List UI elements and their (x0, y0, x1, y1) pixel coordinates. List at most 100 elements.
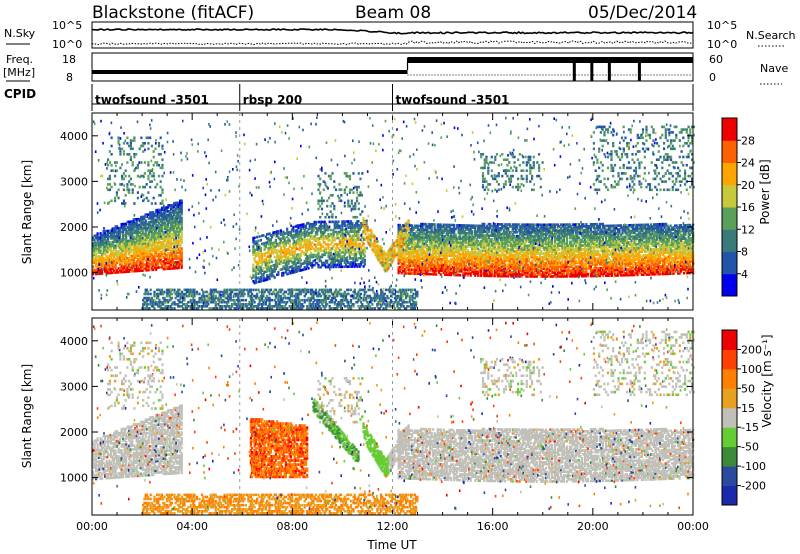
data-cell (616, 272, 620, 275)
data-cell (592, 268, 595, 272)
data-cell (604, 266, 608, 270)
data-cell (624, 226, 627, 229)
data-cell (613, 257, 617, 260)
data-cell (601, 259, 604, 262)
data-cell (432, 246, 435, 249)
data-cell (517, 242, 520, 246)
data-cell (595, 244, 598, 247)
data-cell (138, 248, 141, 251)
data-cell (571, 232, 574, 236)
data-cell (114, 248, 117, 251)
data-cell (606, 255, 609, 258)
data-cell (463, 272, 466, 275)
data-cell (105, 271, 108, 275)
data-cell (150, 228, 153, 231)
data-cell (108, 246, 111, 250)
data-cell (471, 251, 474, 254)
data-cell (474, 274, 477, 277)
data-cell (628, 260, 632, 263)
data-cell (589, 274, 592, 278)
data-cell (564, 227, 567, 230)
data-cell (417, 255, 420, 258)
data-cell (134, 229, 137, 233)
data-cell (140, 223, 143, 226)
data-cell (483, 270, 486, 274)
data-cell (622, 258, 626, 262)
data-cell (137, 269, 140, 273)
data-cell (628, 256, 632, 260)
data-cell (114, 240, 117, 244)
data-cell (580, 255, 583, 259)
data-cell (564, 242, 567, 246)
data-cell (153, 232, 156, 235)
data-cell (459, 249, 462, 252)
data-cell (523, 265, 526, 269)
data-cell (137, 254, 140, 257)
data-cell (111, 242, 114, 246)
data-cell (634, 237, 638, 240)
data-cell (606, 224, 609, 228)
data-cell (534, 265, 537, 269)
data-cell (170, 232, 173, 236)
data-cell (532, 254, 535, 257)
data-cell (550, 225, 553, 228)
data-cell (177, 224, 180, 228)
data-cell (547, 223, 550, 226)
data-cell (402, 256, 405, 260)
data-cell (601, 264, 604, 268)
data-cell (475, 257, 478, 260)
data-cell (586, 251, 589, 255)
data-cell (113, 236, 116, 240)
data-cell (444, 260, 447, 263)
data-cell (403, 270, 406, 273)
data-cell (426, 268, 429, 272)
data-cell (128, 239, 131, 243)
data-cell (138, 227, 141, 230)
data-cell (507, 267, 510, 270)
data-cell (577, 255, 580, 259)
data-cell (445, 227, 448, 231)
data-cell (164, 210, 167, 213)
data-cell (174, 255, 177, 258)
data-cell (149, 215, 152, 218)
data-cell (441, 254, 444, 257)
data-cell (529, 252, 532, 255)
data-cell (141, 252, 144, 255)
data-cell (436, 259, 439, 263)
data-cell (477, 270, 480, 274)
data-cell (403, 254, 406, 258)
data-cell (576, 246, 579, 249)
data-cell (429, 255, 432, 259)
data-cell (565, 223, 568, 226)
data-cell (526, 275, 529, 278)
data-cell (592, 255, 595, 259)
data-cell (125, 239, 128, 243)
data-cell (457, 235, 460, 239)
data-cell (433, 259, 436, 263)
data-cell (501, 259, 504, 263)
data-cell (417, 249, 420, 253)
data-cell (155, 247, 158, 250)
data-cell (438, 250, 441, 253)
data-cell (117, 251, 120, 255)
data-cell (490, 232, 493, 236)
data-cell (484, 251, 487, 255)
data-cell (585, 267, 588, 270)
data-cell (445, 263, 448, 267)
data-cell (474, 268, 477, 272)
data-cell (161, 231, 164, 235)
data-cell (607, 234, 611, 237)
data-cell (561, 246, 564, 249)
data-cell (141, 221, 144, 224)
data-cell (616, 262, 620, 266)
data-cell (526, 233, 529, 236)
data-cell (499, 249, 502, 253)
data-cell (565, 261, 568, 265)
data-cell (516, 250, 519, 253)
data-cell (577, 259, 580, 263)
data-cell (502, 261, 505, 264)
data-cell (180, 233, 183, 237)
data-cell (552, 229, 555, 232)
data-cell (544, 236, 547, 240)
data-cell (119, 244, 122, 247)
